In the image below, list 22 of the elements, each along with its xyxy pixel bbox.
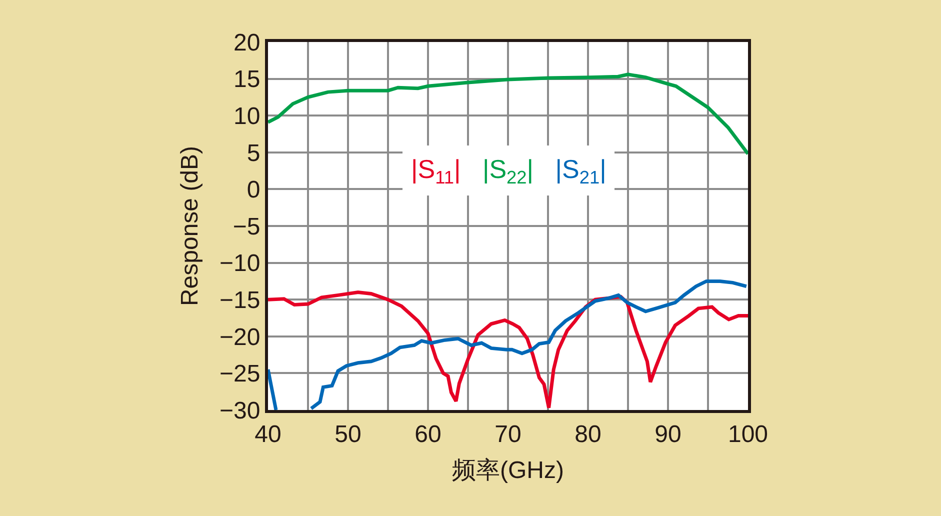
line-series — [268, 72, 748, 156]
y-tick-label: 0 — [246, 176, 260, 204]
x-tick-label: 100 — [728, 420, 768, 448]
y-tick-label: −20 — [219, 324, 260, 351]
y-tick-label: 5 — [246, 140, 260, 167]
y-tick-label: −15 — [219, 287, 260, 314]
y-tick-label: 10 — [233, 103, 260, 130]
x-tick-label: 60 — [414, 420, 442, 448]
x-tick-label: 90 — [654, 420, 682, 448]
y-tick-label: −25 — [219, 360, 260, 388]
text: |S$_{22}$| — [482, 154, 534, 188]
y-tick-label: 15 — [233, 66, 260, 94]
y-tick-label: −5 — [232, 213, 260, 240]
text: |S$_{21}$| — [555, 154, 606, 188]
y-tick-label: 20 — [233, 29, 260, 56]
x-tick-label: 50 — [334, 420, 362, 448]
x-tick-label: 80 — [574, 420, 602, 448]
y-tick-label: −10 — [219, 250, 260, 278]
y-axis-title: Response (dB) — [176, 146, 204, 306]
x-axis-title: 频率(GHz) — [452, 457, 564, 484]
text: |S$_{11}$| — [411, 154, 461, 188]
x-tick-label: 70 — [494, 420, 522, 448]
